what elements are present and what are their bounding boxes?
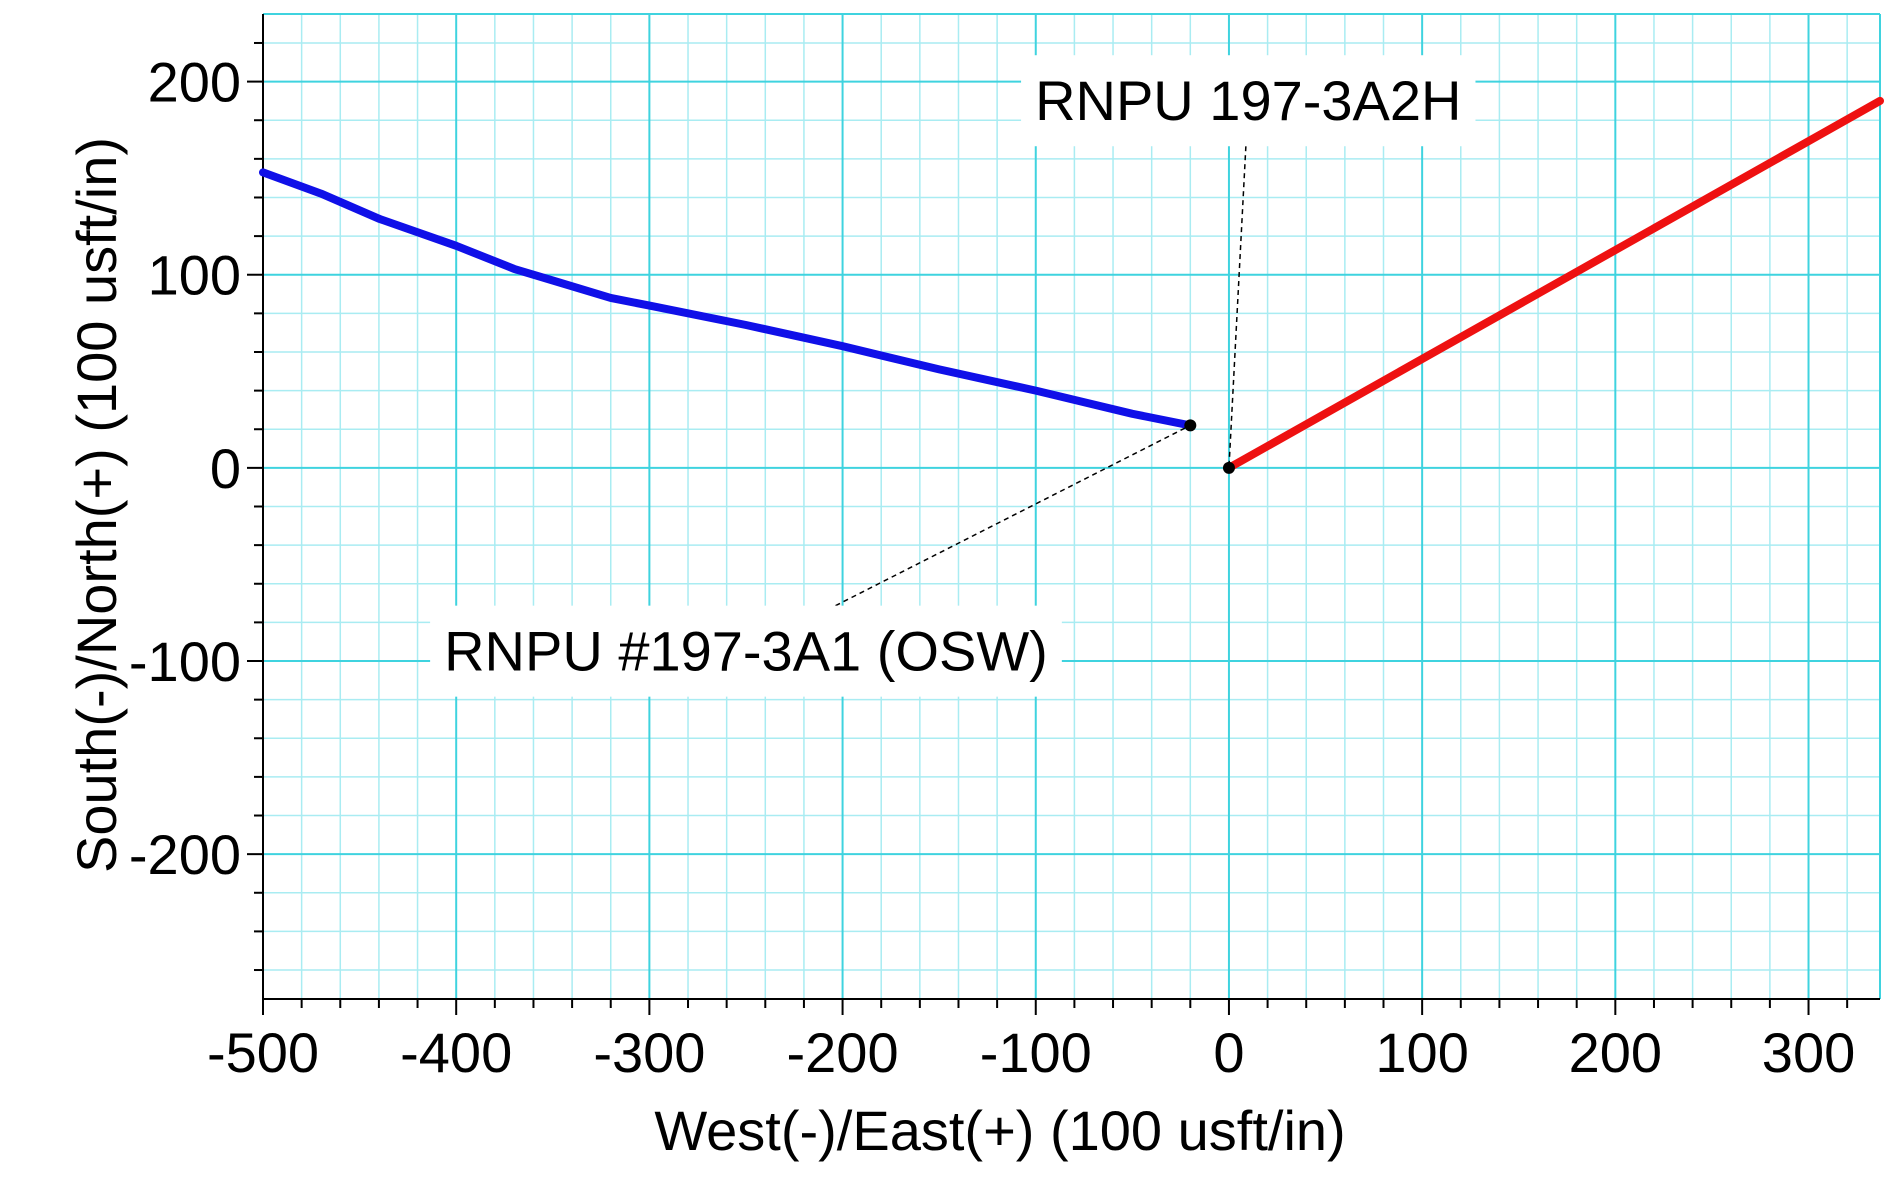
- x-tick-label: -300: [593, 1021, 705, 1084]
- y-tick-label: -200: [129, 823, 241, 886]
- x-ticks: -500 -400 -300 -200 -100 0 100 200 300: [207, 999, 1855, 1084]
- y-tick-label: -100: [129, 630, 241, 693]
- annotation-layer: RNPU 197-3A2H RNPU #197-3A1 (OSW): [430, 55, 1476, 697]
- x-tick-label: 300: [1762, 1021, 1855, 1084]
- annotation-label: RNPU 197-3A2H: [1035, 69, 1461, 132]
- y-ticks: -200 -100 0 100 200: [129, 41, 263, 972]
- x-tick-label: 200: [1569, 1021, 1662, 1084]
- annotation-leader: [835, 424, 1191, 607]
- annotation-label-bg: [430, 605, 1062, 697]
- x-tick-label: -500: [207, 1021, 319, 1084]
- annotation-label-bg: [1021, 55, 1476, 147]
- x-axis-title: West(-)/East(+) (100 usft/in): [654, 1099, 1345, 1162]
- y-tick-label: 0: [210, 437, 241, 500]
- series-1-start-marker: [1222, 461, 1235, 474]
- annotation-label: RNPU #197-3A1 (OSW): [444, 620, 1048, 683]
- x-tick-label: -200: [787, 1021, 899, 1084]
- y-tick-label: 100: [148, 244, 241, 307]
- series-line-0: [259, 168, 1195, 430]
- grid-minor: [263, 14, 1880, 999]
- x-tick-label: 100: [1375, 1021, 1468, 1084]
- annotation-0: RNPU 197-3A2H: [1021, 55, 1476, 468]
- grid-major: [263, 13, 1881, 999]
- x-tick-label: 0: [1213, 1021, 1244, 1084]
- y-tick-label: 200: [148, 51, 241, 114]
- x-tick-label: -400: [400, 1021, 512, 1084]
- annotation-1: RNPU #197-3A1 (OSW): [430, 424, 1191, 697]
- series-line-1: [1224, 96, 1884, 472]
- x-tick-label: -100: [980, 1021, 1092, 1084]
- y-axis-title: South(-)/North(+) (100 usft/in): [65, 137, 128, 873]
